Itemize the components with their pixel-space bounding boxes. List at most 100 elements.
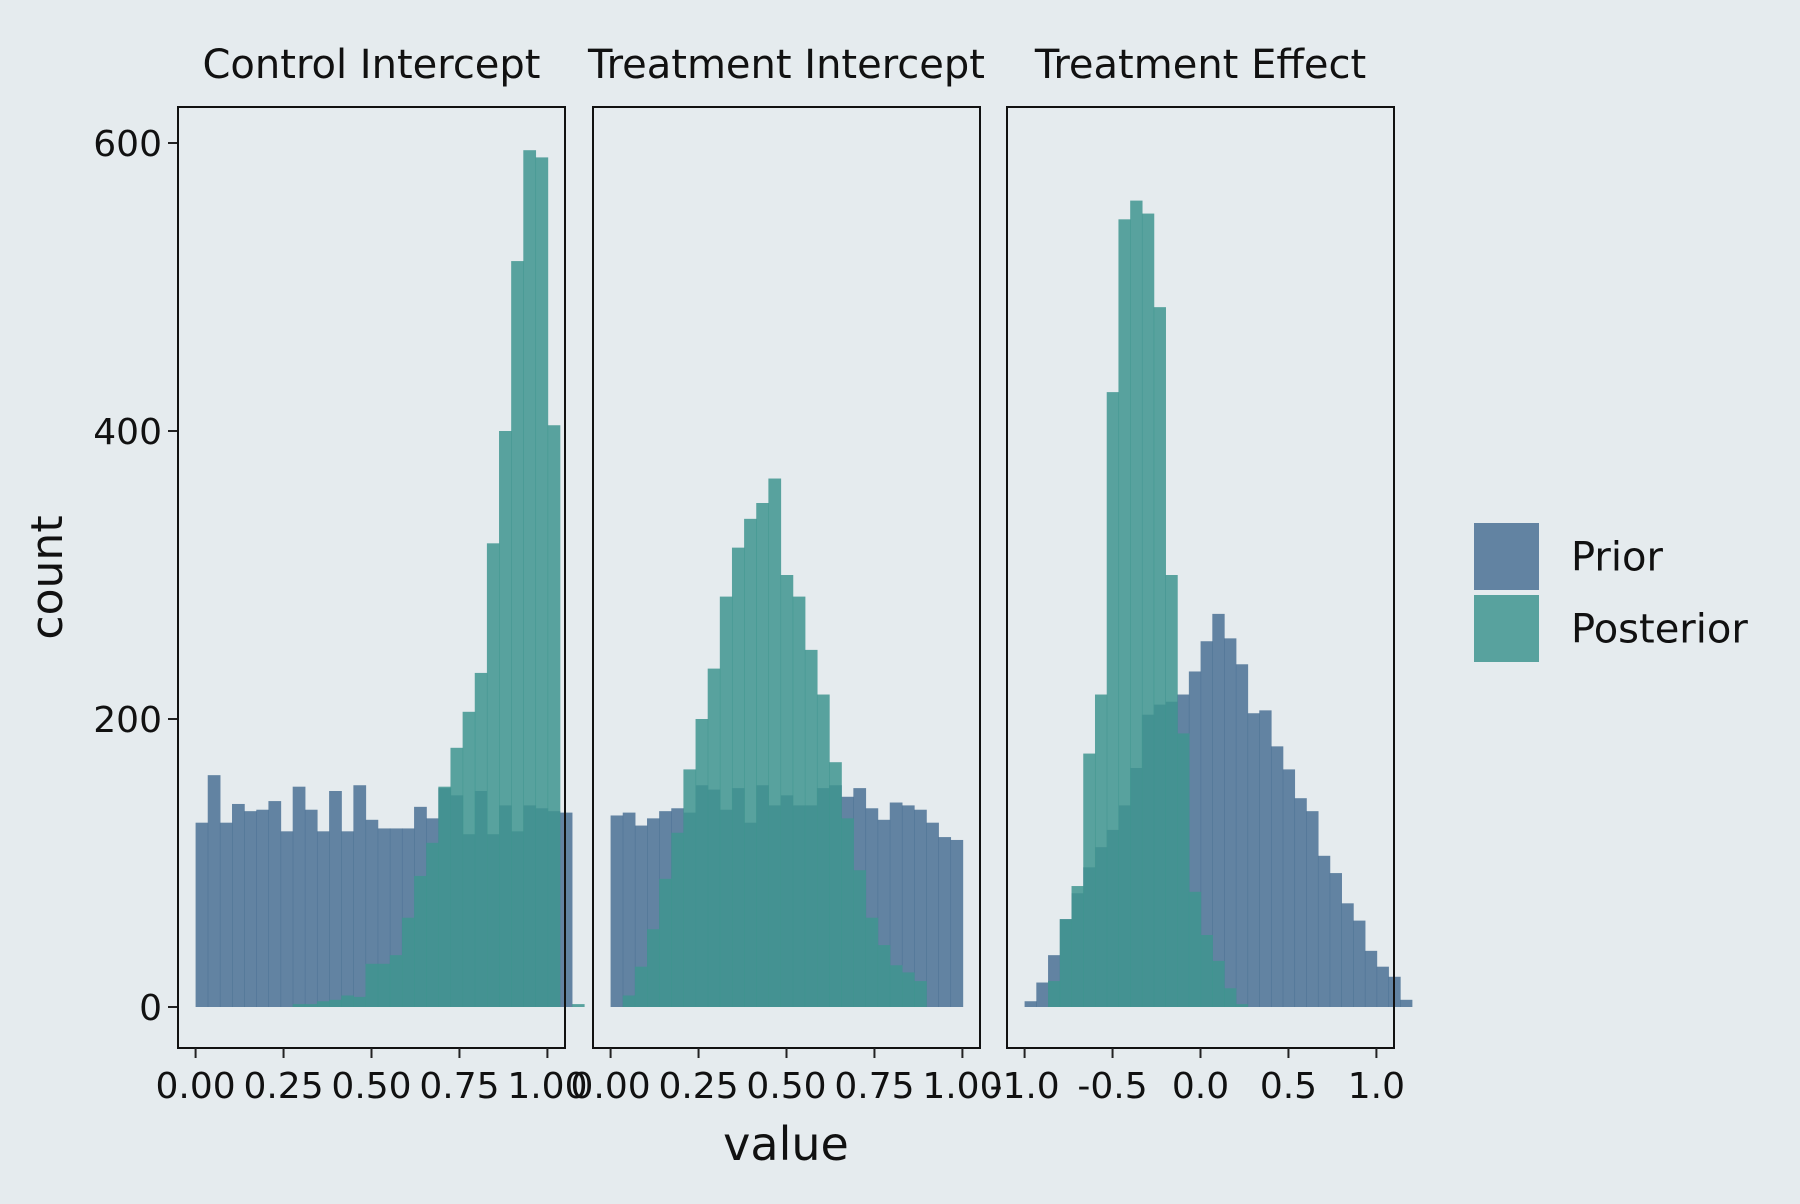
histogram-bar-prior bbox=[256, 809, 270, 1007]
histogram-bar-posterior bbox=[1059, 919, 1073, 1007]
histogram-bar-prior bbox=[1235, 664, 1249, 1007]
histogram-bar-prior bbox=[1024, 1001, 1037, 1007]
histogram-bar-posterior bbox=[1048, 981, 1061, 1007]
histogram-bar-posterior bbox=[1130, 200, 1143, 1008]
histogram-bar-posterior bbox=[438, 786, 452, 1007]
x-tick-label: 1.0 bbox=[1348, 1066, 1405, 1107]
histogram-bar-posterior bbox=[744, 518, 757, 1007]
histogram-bar-posterior bbox=[450, 747, 464, 1007]
histogram-bar-posterior bbox=[1071, 886, 1084, 1007]
histogram-bar-prior bbox=[1270, 746, 1284, 1007]
histogram-bar-posterior bbox=[659, 878, 672, 1007]
histogram-bar-prior bbox=[1376, 966, 1389, 1007]
x-tick-label: 0.00 bbox=[571, 1066, 651, 1107]
histogram-bar-posterior bbox=[414, 875, 427, 1007]
histogram-bar-posterior bbox=[756, 503, 769, 1007]
histogram-bar-posterior bbox=[304, 1004, 318, 1007]
histogram-bar-prior bbox=[559, 812, 573, 1007]
histogram-bar-posterior bbox=[426, 842, 439, 1007]
histogram-bar-prior bbox=[610, 815, 624, 1007]
histogram-bar-posterior bbox=[647, 929, 660, 1007]
histogram-bar-prior bbox=[1400, 999, 1413, 1007]
histogram-bar-posterior bbox=[780, 575, 794, 1007]
histogram-bar-prior bbox=[1247, 713, 1260, 1007]
histogram-bar-posterior bbox=[365, 963, 379, 1007]
histogram-bar-posterior bbox=[377, 963, 391, 1007]
histogram-bar-prior bbox=[901, 805, 915, 1007]
histogram-bar-prior bbox=[1036, 982, 1049, 1007]
histogram-bar-posterior bbox=[329, 999, 342, 1007]
x-tick-label: -1.0 bbox=[989, 1066, 1059, 1107]
y-axis-title: count bbox=[22, 515, 73, 639]
histogram-bar-posterior bbox=[523, 150, 537, 1007]
y-tick-label: 400 bbox=[93, 412, 162, 453]
histogram-bar-prior bbox=[926, 822, 939, 1007]
histogram-bar-posterior bbox=[1224, 988, 1237, 1007]
histogram-bar-posterior bbox=[1153, 307, 1166, 1007]
histogram-bar-posterior bbox=[1235, 1004, 1249, 1007]
histogram-bar-posterior bbox=[792, 596, 806, 1007]
x-tick-label: 1.00 bbox=[922, 1066, 1002, 1107]
x-tick-label: 0.5 bbox=[1260, 1066, 1317, 1107]
histogram-bar-posterior bbox=[853, 870, 867, 1007]
histogram-bar-posterior bbox=[486, 543, 500, 1007]
histogram-bar-prior bbox=[353, 785, 367, 1007]
histogram-bar-posterior bbox=[292, 1004, 306, 1007]
histogram-bar-prior bbox=[1200, 641, 1213, 1007]
histogram-bar-posterior bbox=[768, 478, 782, 1007]
histogram-bar-posterior bbox=[719, 596, 733, 1007]
histogram-bar-posterior bbox=[804, 649, 818, 1007]
histogram-bar-prior bbox=[634, 825, 648, 1007]
histogram-bar-prior bbox=[938, 837, 952, 1007]
x-tick-label: 1.00 bbox=[507, 1066, 587, 1107]
histogram-bar-posterior bbox=[474, 672, 488, 1007]
legend-swatch-posterior bbox=[1474, 595, 1539, 662]
histogram-bar-prior bbox=[219, 822, 233, 1007]
histogram-bar-posterior bbox=[511, 261, 524, 1008]
histogram-bar-prior bbox=[1224, 638, 1237, 1007]
histogram-bar-prior bbox=[341, 831, 354, 1007]
histogram-bar-posterior bbox=[695, 719, 709, 1007]
histogram-bar-prior bbox=[377, 828, 391, 1007]
histogram-bar-posterior bbox=[683, 769, 697, 1007]
histogram-bar-posterior bbox=[671, 832, 685, 1007]
histogram-bar-posterior bbox=[401, 917, 415, 1007]
histogram-bar-prior bbox=[207, 775, 221, 1007]
histogram-bar-posterior bbox=[1188, 891, 1202, 1007]
histogram-bar-posterior bbox=[341, 995, 354, 1007]
legend-label-posterior: Posterior bbox=[1571, 607, 1748, 653]
x-axis-title: value bbox=[723, 1117, 849, 1171]
y-tick-label: 200 bbox=[93, 700, 162, 741]
histogram-bar-posterior bbox=[353, 996, 367, 1007]
histogram-bar-posterior bbox=[1212, 960, 1225, 1007]
histogram-bar-posterior bbox=[1118, 219, 1131, 1007]
histogram-bar-posterior bbox=[571, 1004, 585, 1007]
x-tick-label: -0.5 bbox=[1077, 1066, 1147, 1107]
histogram-bar-posterior bbox=[1094, 694, 1108, 1007]
histogram-bar-posterior bbox=[1141, 213, 1155, 1007]
x-tick-label: 0.25 bbox=[243, 1066, 323, 1107]
x-tick-label: 0.00 bbox=[156, 1066, 236, 1107]
histogram-bar-posterior bbox=[914, 981, 927, 1007]
x-tick-label: 0.50 bbox=[746, 1066, 826, 1107]
histogram-bar-prior bbox=[316, 831, 330, 1007]
histogram-bar-posterior bbox=[462, 711, 476, 1007]
histogram-bar-prior bbox=[622, 812, 636, 1007]
histogram-bar-posterior bbox=[731, 547, 745, 1007]
histogram-bar-posterior bbox=[841, 818, 854, 1007]
histogram-bar-prior bbox=[268, 801, 282, 1007]
histogram-bar-posterior bbox=[389, 955, 403, 1007]
histogram-bar-prior bbox=[889, 802, 903, 1007]
histogram-bar-prior bbox=[1294, 798, 1307, 1007]
histogram-bar-posterior bbox=[829, 762, 842, 1007]
histogram-bar-posterior bbox=[1200, 935, 1213, 1007]
histogram-bar-posterior bbox=[707, 668, 721, 1007]
histogram-bar-posterior bbox=[499, 431, 512, 1007]
x-tick-label: 0.0 bbox=[1172, 1066, 1229, 1107]
histogram-bar-prior bbox=[950, 839, 964, 1007]
histogram-bar-prior bbox=[1364, 950, 1378, 1007]
histogram-bar-posterior bbox=[1177, 733, 1190, 1007]
histogram-bar-posterior bbox=[816, 694, 830, 1007]
